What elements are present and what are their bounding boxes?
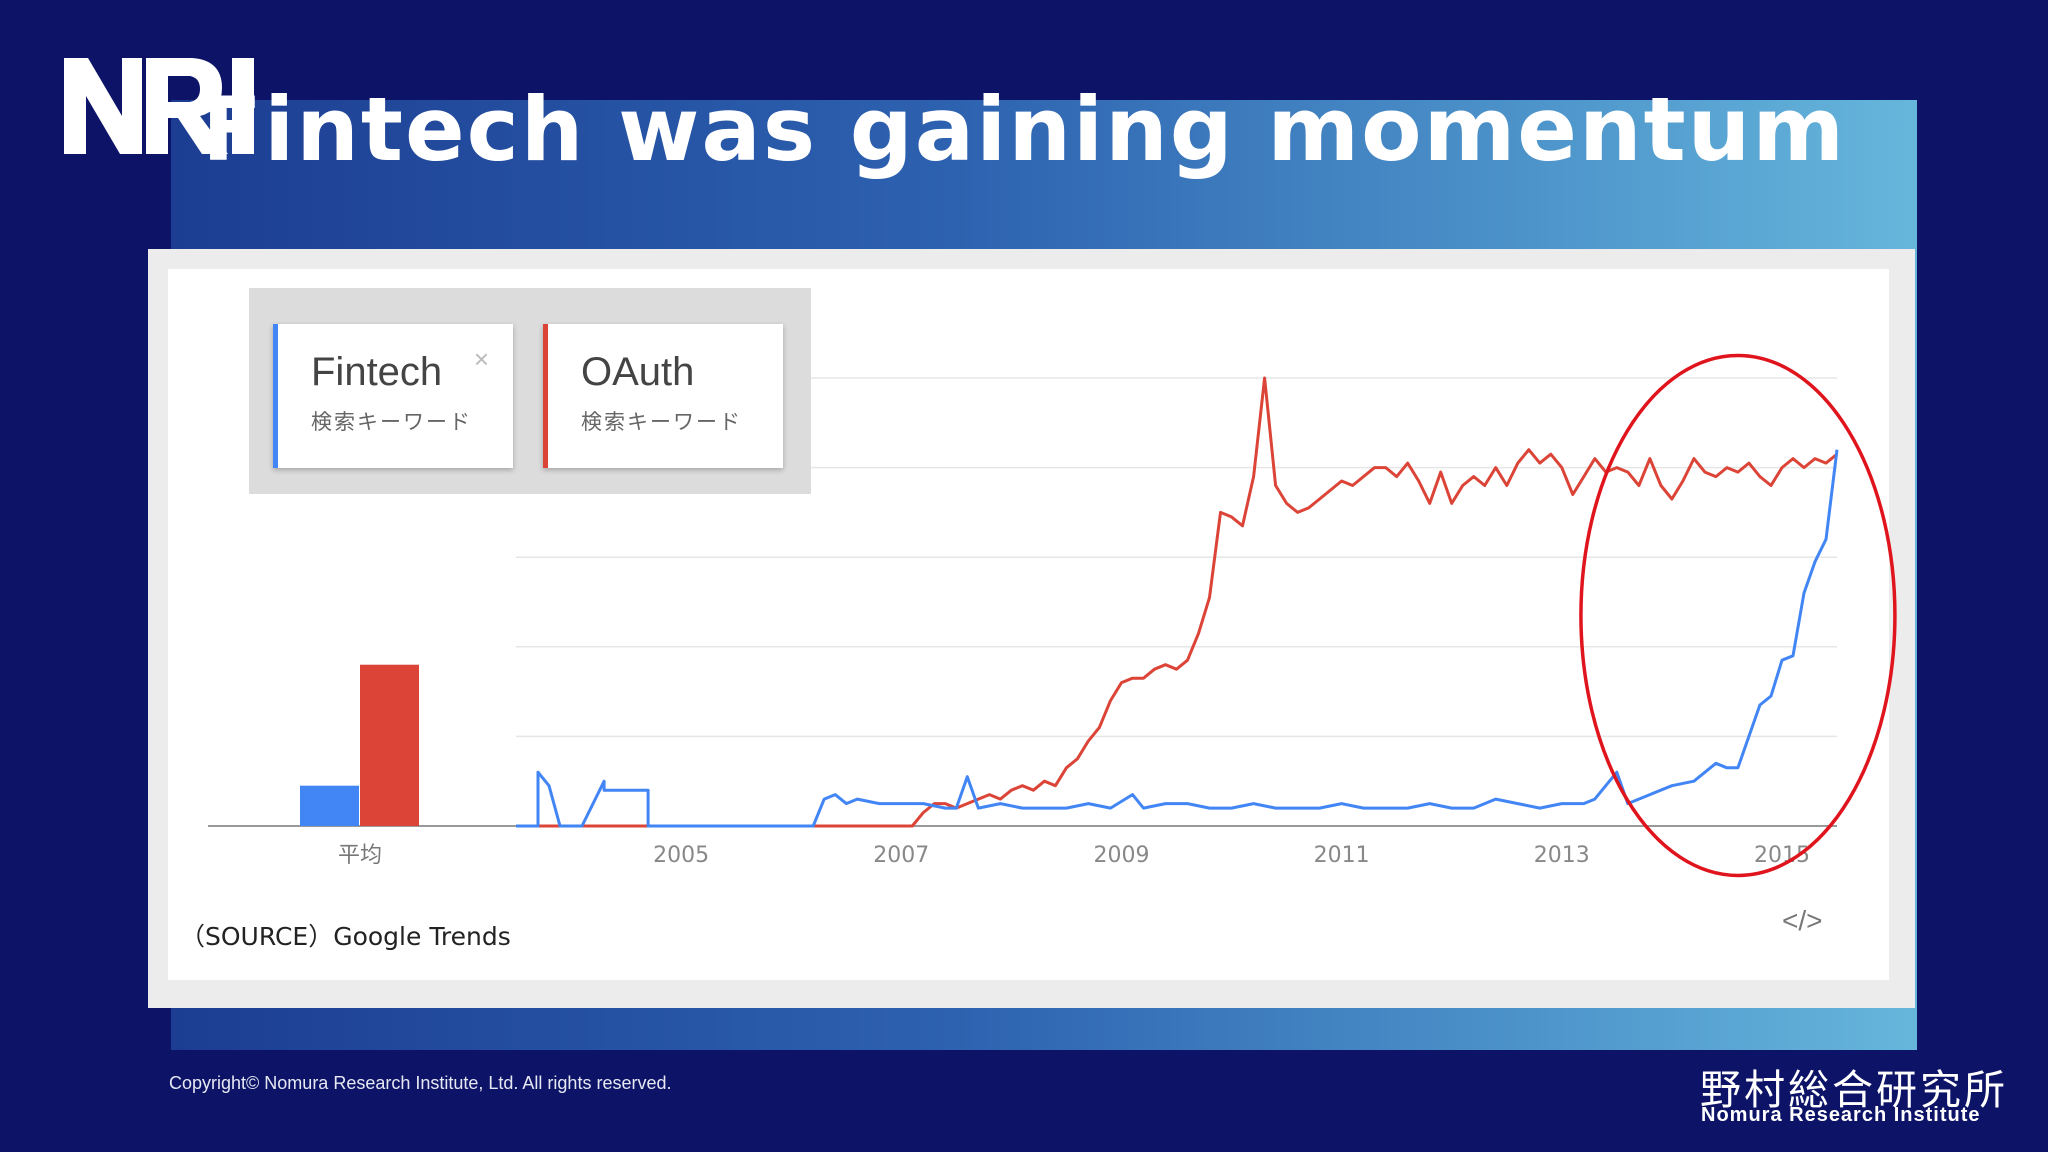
source-note: （SOURCE）Google Trends xyxy=(180,922,511,951)
search-term-type: 検索キーワード xyxy=(581,411,742,434)
search-term-oauth[interactable]: OAuth 検索キーワード xyxy=(543,324,783,468)
average-label: 平均 xyxy=(338,843,382,868)
x-tick-label: 2011 xyxy=(1314,843,1370,868)
nri-logo xyxy=(64,58,254,154)
search-terms-panel: Fintech 検索キーワード × OAuth 検索キーワード xyxy=(249,288,811,494)
highlight-ellipse xyxy=(1579,353,1897,878)
average-bar-oauth xyxy=(360,664,419,826)
x-tick-label: 2013 xyxy=(1534,843,1590,868)
close-icon[interactable]: × xyxy=(473,344,489,374)
x-tick-label: 2007 xyxy=(873,843,929,868)
series-line-oauth xyxy=(516,376,1838,828)
oauth-color-bar xyxy=(543,324,548,468)
search-term-type: 検索キーワード xyxy=(311,411,472,434)
copyright-text: Copyright© Nomura Research Institute, Lt… xyxy=(169,1073,672,1093)
search-term-fintech[interactable]: Fintech 検索キーワード × xyxy=(273,324,513,468)
embed-code-icon[interactable]: </> xyxy=(1782,905,1823,936)
search-term-name: OAuth xyxy=(581,350,695,394)
x-tick-label: 2005 xyxy=(653,843,709,868)
average-bar-fintech xyxy=(300,785,359,826)
series-line-fintech xyxy=(516,449,1839,828)
company-name-jp: 野村総合研究所 xyxy=(1700,1067,2008,1113)
company-name-en: Nomura Research Institute xyxy=(1701,1104,1981,1126)
search-term-name: Fintech xyxy=(311,350,443,394)
x-tick-label: 2009 xyxy=(1093,843,1149,868)
slide-title: Fintech was gaining momentum xyxy=(201,78,1847,181)
fintech-color-bar xyxy=(273,324,278,468)
